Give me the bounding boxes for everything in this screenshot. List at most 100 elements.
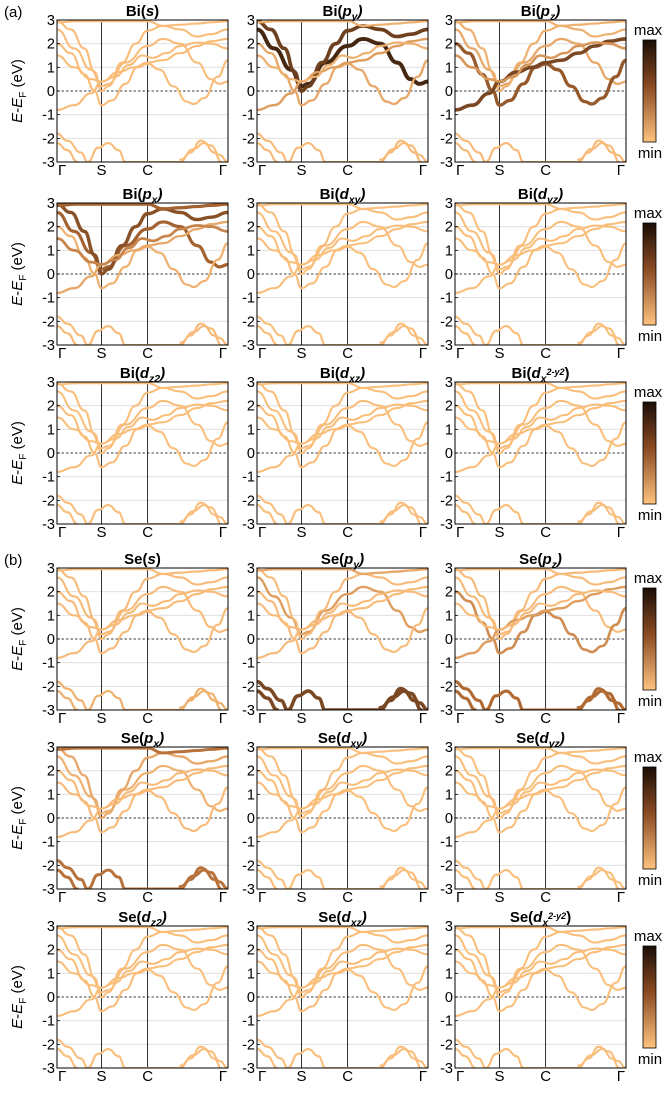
bands-group xyxy=(455,20,626,162)
x-tick-label: C xyxy=(540,524,551,541)
y-tick-label: 3 xyxy=(445,919,453,935)
y-tick-label: 2 xyxy=(247,585,255,601)
colorbar-min-label: min xyxy=(638,507,662,524)
band-line xyxy=(57,680,228,710)
y-tick-label: -2 xyxy=(242,679,255,695)
band-line xyxy=(378,689,423,710)
band-line xyxy=(257,568,428,576)
bands-group xyxy=(257,747,428,889)
band-line xyxy=(455,403,626,445)
band-line xyxy=(257,315,428,345)
band-line xyxy=(257,504,279,524)
y-tick-label: 1 xyxy=(247,243,255,259)
band-line xyxy=(57,576,228,636)
y-axis-label: E-EF (eV) xyxy=(9,786,29,850)
y-tick-label: 1 xyxy=(247,60,255,76)
band-line xyxy=(577,325,621,345)
band-line xyxy=(257,225,428,290)
band-line xyxy=(57,20,228,27)
bands-group xyxy=(455,568,626,710)
panel-title: Se(dxz) xyxy=(318,909,367,929)
band-line xyxy=(257,382,428,455)
colorbar-gradient xyxy=(642,766,657,870)
band-line xyxy=(455,943,626,1017)
band-line xyxy=(257,934,428,994)
panel-title: Bi(dx2-y2) xyxy=(511,365,569,385)
colorbar: max min xyxy=(634,384,663,524)
band-line xyxy=(455,869,477,889)
y-tick-label: -2 xyxy=(42,314,55,330)
band-line xyxy=(379,142,423,162)
y-tick-label: 0 xyxy=(47,632,55,648)
colorbar-gradient xyxy=(642,587,657,691)
bands-group xyxy=(57,926,228,1068)
y-tick-label: -1 xyxy=(42,108,55,124)
y-tick-label: 3 xyxy=(247,561,255,577)
y-tick-label: 1 xyxy=(247,787,255,803)
x-tick-label: C xyxy=(540,710,551,727)
y-tick-label: 3 xyxy=(47,13,55,29)
y-tick-label: 2 xyxy=(47,399,55,415)
panel-title: Se(dx2-y2) xyxy=(510,909,571,929)
y-tick-label: -3 xyxy=(440,517,453,533)
band-line xyxy=(257,20,428,93)
x-tick-label: Γ xyxy=(617,524,625,541)
x-tick-label: Γ xyxy=(258,710,266,727)
y-tick-label: -2 xyxy=(242,493,255,509)
x-tick-label: Γ xyxy=(58,162,66,179)
y-tick-label: 2 xyxy=(247,37,255,53)
y-tick-label: -2 xyxy=(42,493,55,509)
y-tick-label: -3 xyxy=(242,703,255,719)
band-line xyxy=(57,382,228,455)
bands-group xyxy=(455,382,626,524)
band-line xyxy=(455,325,477,345)
y-tick-label: -1 xyxy=(440,656,453,672)
band-line xyxy=(57,590,228,655)
x-tick-label: C xyxy=(142,162,153,179)
band-line xyxy=(455,926,626,933)
y-tick-label: -1 xyxy=(42,1014,55,1030)
band-line xyxy=(257,142,279,162)
band-line xyxy=(455,390,626,450)
band-line xyxy=(57,689,79,710)
y-tick-label: -1 xyxy=(242,835,255,851)
band-line xyxy=(455,203,626,276)
y-tick-label: -1 xyxy=(42,470,55,486)
colorbar-gradient xyxy=(642,39,657,143)
y-tick-label: -3 xyxy=(440,1061,453,1077)
band-line xyxy=(257,390,428,450)
band-line xyxy=(257,590,428,655)
band-line xyxy=(257,211,428,271)
y-tick-label: -3 xyxy=(42,1061,55,1077)
band-line xyxy=(57,399,228,473)
x-tick-label: Γ xyxy=(219,710,227,727)
y-tick-label: -3 xyxy=(440,703,453,719)
band-line xyxy=(57,1048,79,1068)
y-tick-label: -1 xyxy=(440,108,453,124)
x-tick-label: Γ xyxy=(58,524,66,541)
bands-group xyxy=(257,20,428,162)
band-line xyxy=(257,325,279,345)
x-tick-label: C xyxy=(142,1068,153,1085)
band-line xyxy=(455,948,626,1013)
band-line xyxy=(257,220,428,294)
x-tick-label: Γ xyxy=(617,710,625,727)
band-line xyxy=(455,764,626,838)
x-tick-label: C xyxy=(342,710,353,727)
band-line xyxy=(257,768,428,810)
colorbar-min-label: min xyxy=(638,693,662,710)
band-line xyxy=(455,859,626,889)
colorbar: max min xyxy=(634,570,663,710)
x-tick-label: C xyxy=(142,345,153,362)
y-tick-label: 1 xyxy=(445,60,453,76)
band-line xyxy=(455,224,626,266)
band-line xyxy=(455,211,626,271)
band-line xyxy=(57,568,228,575)
band-line xyxy=(455,568,626,641)
y-tick-label: 2 xyxy=(445,585,453,601)
band-line xyxy=(577,504,621,524)
band-line xyxy=(57,585,228,659)
band-line xyxy=(455,576,626,636)
